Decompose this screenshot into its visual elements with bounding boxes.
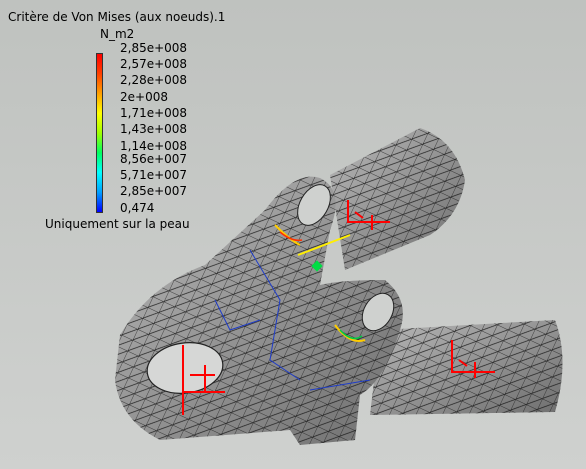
restraint-marker-upper (347, 200, 390, 230)
scale-tick-label: 5,71e+007 (120, 168, 188, 182)
scale-tick-label: 1,71e+008 (120, 106, 188, 120)
scale-tick-label: 2,85e+007 (120, 184, 188, 198)
legend-footer: Uniquement sur la peau (45, 217, 190, 231)
scale-tick-label: 2,85e+008 (120, 41, 188, 55)
scale-tick-label: 2,57e+008 (120, 57, 188, 71)
legend-unit: N_m2 (100, 27, 135, 41)
scale-tick-label: 8,56e+007 (120, 152, 188, 166)
scale-tick-label: 1,14e+008 (120, 139, 188, 153)
restraint-marker-lower (451, 340, 495, 378)
scale-tick-label: 1,43e+008 (120, 122, 188, 136)
main-body (115, 176, 403, 445)
restraint-marker-bore (182, 345, 225, 415)
upper-tube (330, 128, 465, 270)
scale-tick-label: 2,28e+008 (120, 73, 188, 87)
color-scale-bar (96, 53, 103, 213)
legend-title: Critère de Von Mises (aux noeuds).1 (8, 10, 226, 24)
scale-tick-label: 2e+008 (120, 90, 168, 104)
lower-tube (370, 320, 563, 415)
scale-tick-label: 0,474 (120, 201, 155, 215)
